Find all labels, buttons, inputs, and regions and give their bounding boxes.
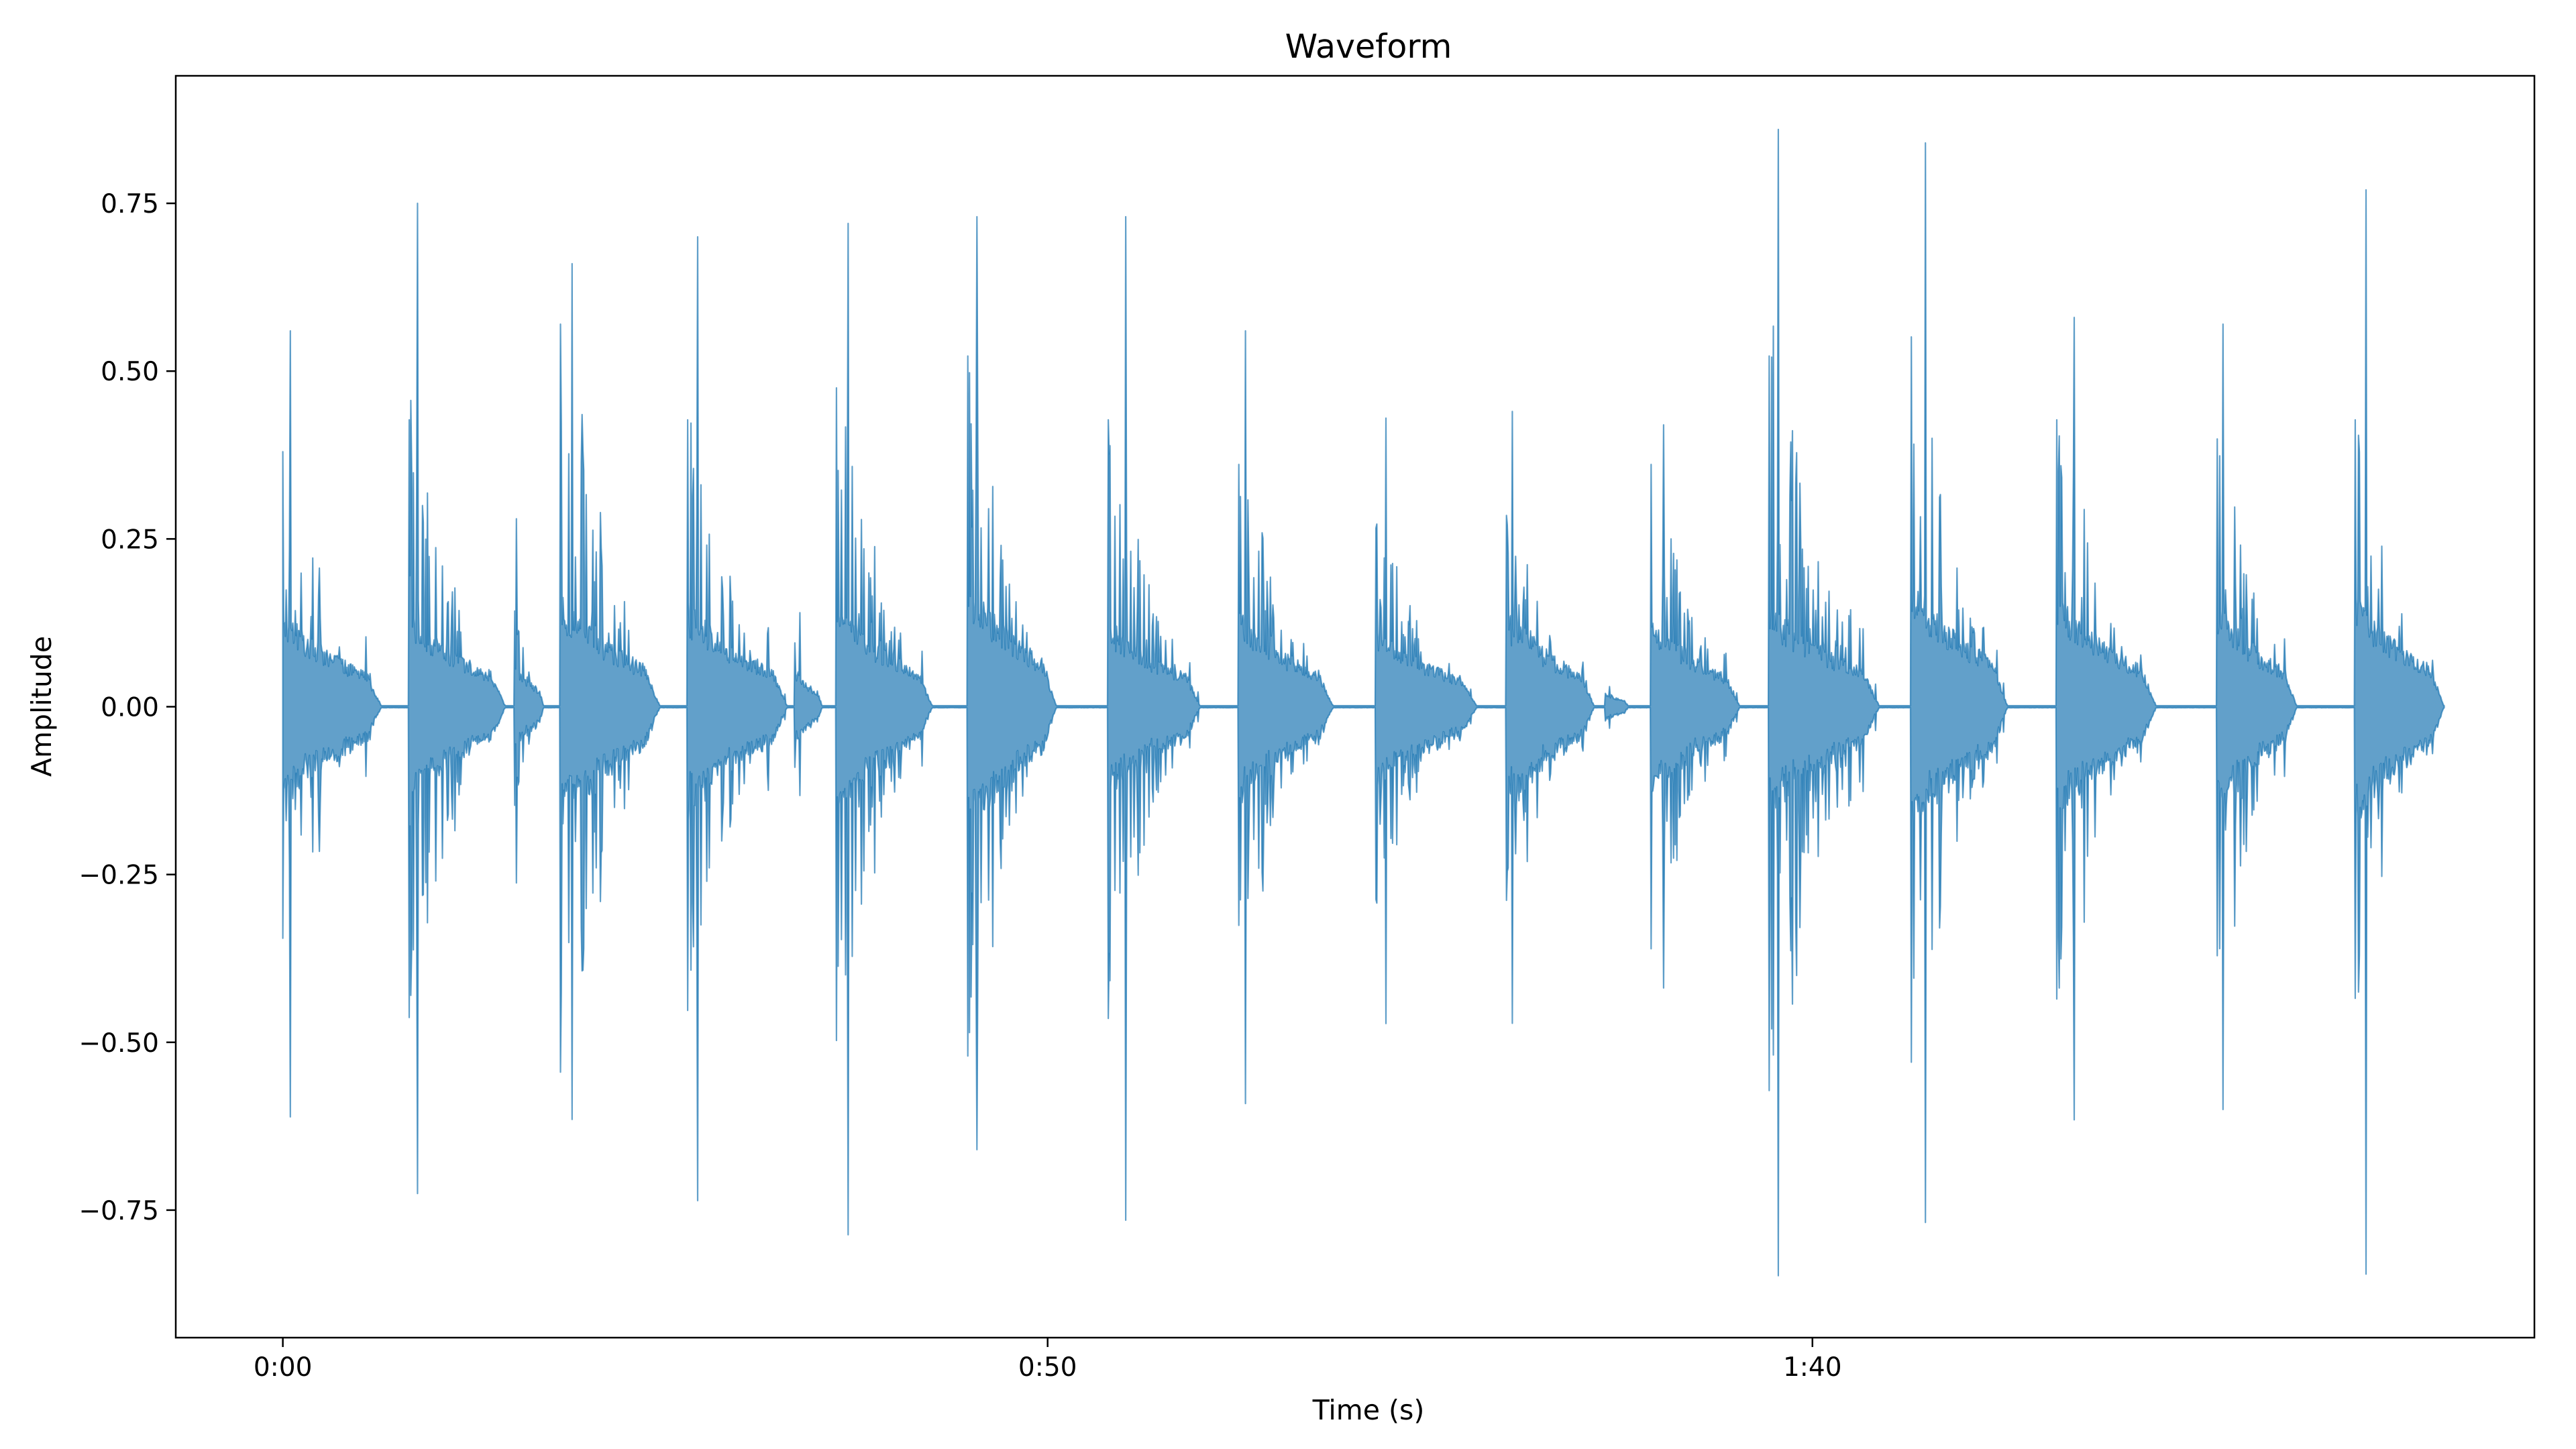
y-axis-label: Amplitude <box>25 636 58 777</box>
x-axis: 0:00 0:50 1:40 <box>254 1338 1842 1383</box>
waveform-series <box>282 128 2445 1277</box>
y-tick-label: 0.25 <box>101 525 159 555</box>
x-tick-label: 1:40 <box>1783 1352 1842 1383</box>
y-tick-label: 0.75 <box>101 189 159 219</box>
y-tick-label: −0.75 <box>78 1196 159 1226</box>
y-tick-label: 0.50 <box>101 357 159 387</box>
y-tick-label: −0.25 <box>78 861 159 891</box>
chart-title: Waveform <box>1285 28 1452 66</box>
x-tick-label: 0:50 <box>1018 1352 1077 1383</box>
x-axis-label: Time (s) <box>1312 1394 1425 1426</box>
waveform-envelope <box>282 128 2445 1277</box>
x-tick-label: 0:00 <box>254 1352 313 1383</box>
y-tick-label: 0.00 <box>101 693 159 723</box>
y-tick-label: −0.50 <box>78 1028 159 1059</box>
y-axis: 0.75 0.50 0.25 0.00 −0.25 −0.50 −0.75 <box>78 189 176 1226</box>
